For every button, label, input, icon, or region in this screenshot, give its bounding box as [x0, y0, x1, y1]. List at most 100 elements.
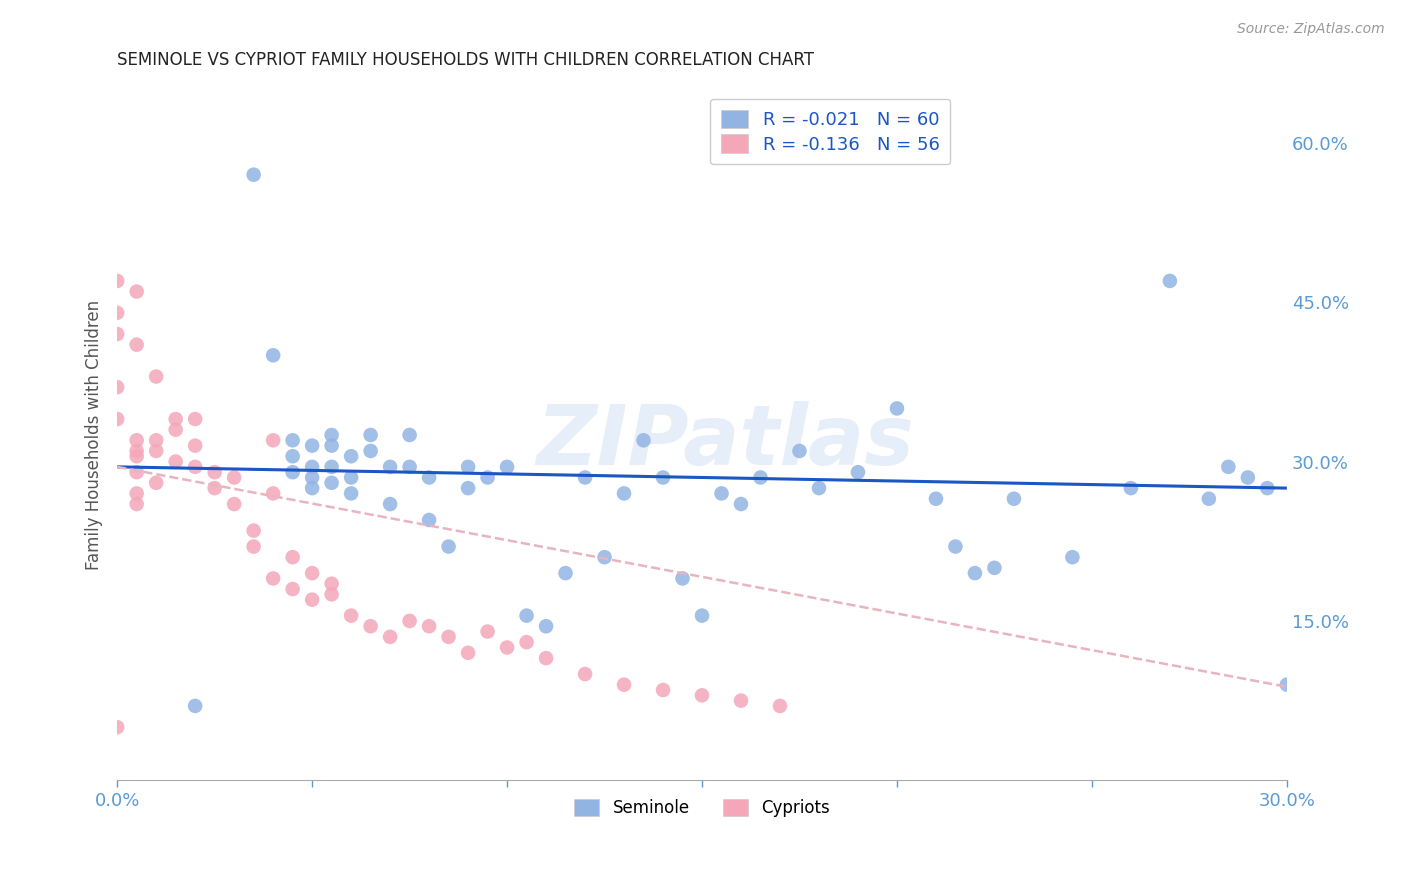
Point: [789, 444, 811, 458]
Point: [301, 592, 323, 607]
Y-axis label: Family Households with Children: Family Households with Children: [86, 300, 103, 570]
Point: [457, 481, 479, 495]
Point: [690, 608, 713, 623]
Point: [105, 380, 128, 394]
Point: [125, 285, 148, 299]
Point: [730, 693, 752, 707]
Point: [145, 475, 167, 490]
Text: SEMINOLE VS CYPRIOT FAMILY HOUSEHOLDS WITH CHILDREN CORRELATION CHART: SEMINOLE VS CYPRIOT FAMILY HOUSEHOLDS WI…: [117, 51, 814, 69]
Point: [652, 683, 675, 698]
Point: [477, 470, 499, 484]
Point: [321, 428, 343, 442]
Legend: Seminole, Cypriots: Seminole, Cypriots: [568, 792, 837, 824]
Point: [1198, 491, 1220, 506]
Point: [125, 465, 148, 479]
Point: [516, 608, 538, 623]
Point: [1256, 481, 1278, 495]
Point: [204, 465, 226, 479]
Point: [398, 614, 420, 628]
Point: [846, 465, 869, 479]
Point: [340, 608, 363, 623]
Point: [534, 619, 557, 633]
Point: [281, 550, 304, 565]
Point: [574, 667, 596, 681]
Point: [281, 449, 304, 463]
Point: [165, 454, 187, 468]
Point: [1159, 274, 1181, 288]
Point: [105, 274, 128, 288]
Point: [360, 619, 382, 633]
Point: [633, 434, 655, 448]
Point: [262, 571, 284, 585]
Point: [613, 678, 636, 692]
Point: [1119, 481, 1142, 495]
Point: [769, 698, 792, 713]
Text: ZIPatlas: ZIPatlas: [537, 401, 914, 483]
Text: Source: ZipAtlas.com: Source: ZipAtlas.com: [1237, 22, 1385, 37]
Point: [281, 582, 304, 596]
Point: [242, 524, 264, 538]
Point: [496, 459, 519, 474]
Point: [418, 470, 440, 484]
Point: [671, 571, 693, 585]
Point: [1237, 470, 1260, 484]
Point: [418, 619, 440, 633]
Point: [242, 168, 264, 182]
Point: [418, 513, 440, 527]
Point: [301, 566, 323, 581]
Point: [145, 444, 167, 458]
Point: [105, 326, 128, 341]
Point: [730, 497, 752, 511]
Point: [457, 459, 479, 474]
Point: [321, 576, 343, 591]
Point: [224, 497, 246, 511]
Point: [340, 470, 363, 484]
Point: [437, 630, 460, 644]
Point: [593, 550, 616, 565]
Point: [886, 401, 908, 416]
Point: [145, 434, 167, 448]
Point: [262, 486, 284, 500]
Point: [516, 635, 538, 649]
Point: [378, 497, 401, 511]
Point: [281, 434, 304, 448]
Point: [165, 412, 187, 426]
Point: [945, 540, 967, 554]
Point: [105, 720, 128, 734]
Point: [105, 412, 128, 426]
Point: [652, 470, 675, 484]
Point: [496, 640, 519, 655]
Point: [184, 698, 207, 713]
Point: [321, 587, 343, 601]
Point: [437, 540, 460, 554]
Point: [321, 475, 343, 490]
Point: [1062, 550, 1084, 565]
Point: [1218, 459, 1240, 474]
Point: [165, 423, 187, 437]
Point: [125, 486, 148, 500]
Point: [1275, 678, 1298, 692]
Point: [184, 412, 207, 426]
Point: [242, 540, 264, 554]
Point: [145, 369, 167, 384]
Point: [301, 481, 323, 495]
Point: [321, 459, 343, 474]
Point: [710, 486, 733, 500]
Point: [262, 434, 284, 448]
Point: [983, 561, 1005, 575]
Point: [360, 444, 382, 458]
Point: [613, 486, 636, 500]
Point: [457, 646, 479, 660]
Point: [262, 348, 284, 362]
Point: [301, 470, 323, 484]
Point: [1002, 491, 1025, 506]
Point: [340, 449, 363, 463]
Point: [925, 491, 948, 506]
Point: [281, 465, 304, 479]
Point: [125, 444, 148, 458]
Point: [574, 470, 596, 484]
Point: [690, 688, 713, 702]
Point: [477, 624, 499, 639]
Point: [204, 481, 226, 495]
Point: [807, 481, 830, 495]
